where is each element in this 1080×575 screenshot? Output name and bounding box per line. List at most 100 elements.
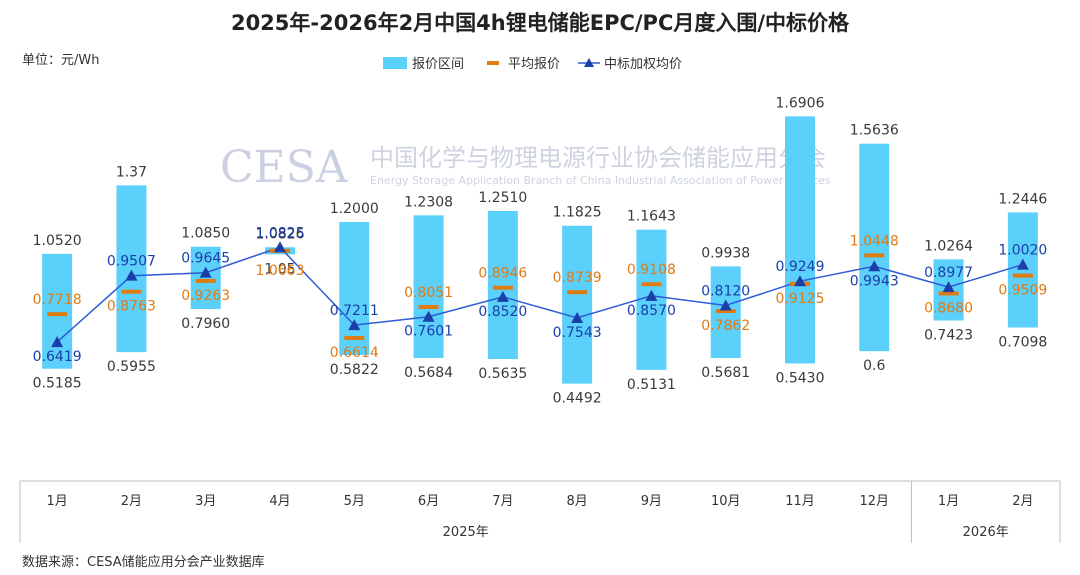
high-label-9: 1.1643	[627, 209, 676, 225]
x-tick-9: 9月	[641, 494, 662, 509]
weighted-point-6	[422, 310, 435, 322]
avg-marker-1	[47, 312, 68, 317]
weighted-point-11	[794, 275, 806, 287]
range-bar-1	[42, 253, 73, 369]
x-tick-10: 10月	[711, 494, 741, 509]
x-tick-6: 6月	[418, 494, 439, 509]
weighted-point-5	[348, 319, 361, 331]
high-label-8: 1.1825	[553, 205, 602, 221]
avg-label-6: 0.8051	[404, 285, 453, 301]
weighted-label-14: 1.0020	[998, 243, 1047, 259]
weighted-label-5: 0.7211	[330, 303, 379, 319]
range-bar-2	[116, 185, 147, 353]
legend-label-range: 报价区间	[412, 57, 464, 72]
low-label-8: 0.4492	[553, 391, 602, 407]
legend-label-avg: 平均报价	[508, 57, 560, 72]
watermark-name-en: Energy Storage Application Branch of Chi…	[370, 174, 831, 187]
weighted-point-4	[274, 241, 286, 253]
weighted-point-13	[942, 281, 955, 293]
avg-label-1: 0.7718	[33, 292, 82, 308]
high-label-4: 1.0826	[256, 226, 305, 242]
weighted-label-8: 0.7543	[553, 325, 602, 341]
weighted-label-7: 0.8520	[478, 304, 527, 320]
weighted-point-10	[719, 299, 732, 311]
weighted-point-12	[868, 260, 881, 272]
avg-label-13: 0.8680	[924, 300, 973, 316]
low-label-14: 0.7098	[998, 335, 1047, 351]
legend-marker-weighted	[584, 58, 594, 67]
weighted-label-6: 0.7601	[404, 324, 453, 340]
weighted-label-12: 0.9943	[850, 273, 899, 289]
range-bar-14	[1007, 212, 1038, 328]
weighted-label-4: 1.0825	[256, 225, 305, 241]
weighted-label-2: 0.9507	[107, 254, 156, 270]
high-label-10: 0.9938	[701, 245, 750, 261]
high-label-2: 1.37	[116, 164, 147, 180]
high-label-7: 1.2510	[478, 190, 527, 206]
avg-marker-2	[121, 289, 142, 294]
legend: 报价区间 平均报价 中标加权均价	[383, 56, 682, 72]
weighted-point-1	[51, 336, 64, 348]
range-bar-3	[190, 246, 221, 309]
weighted-label-1: 0.6419	[33, 349, 82, 365]
low-label-2: 0.5955	[107, 359, 156, 375]
avg-label-2: 0.8763	[107, 299, 156, 315]
unit-label: 单位：元/Wh	[22, 53, 99, 68]
x-tick-12: 12月	[860, 494, 890, 509]
high-label-14: 1.2446	[998, 191, 1047, 207]
low-label-11: 0.5430	[776, 370, 825, 386]
x-tick-13: 1月	[938, 494, 959, 509]
weighted-avg-line	[56, 246, 1024, 343]
range-bar-12	[859, 143, 890, 352]
avg-marker-13	[938, 291, 959, 296]
weighted-point-3	[199, 266, 212, 278]
range-bar-6	[413, 215, 444, 358]
x-tick-11: 11月	[785, 494, 815, 509]
avg-label-3: 0.9263	[181, 288, 230, 304]
legend-swatch-range	[383, 57, 407, 69]
avg-marker-8	[567, 290, 588, 295]
range-bar-8	[562, 225, 593, 384]
avg-label-7: 0.8946	[478, 266, 527, 282]
chart-title: 2025年-2026年2月中国4h锂电储能EPC/PC月度入围/中标价格	[231, 11, 850, 35]
x-axis-table: 2025年 2026年 1月 2月 3月 4月 5月 6月 7月 8月 9月 10月 11月 12月 1月 2…	[19, 480, 1061, 543]
avg-marker-10	[715, 309, 736, 314]
x-tick-4: 4月	[269, 494, 290, 509]
high-label-6: 1.2308	[404, 194, 453, 210]
weighted-label-3: 0.9645	[181, 251, 230, 267]
weighted-label-10: 0.8120	[701, 284, 750, 300]
avg-marker-12	[864, 253, 885, 258]
avg-label-5: 0.6614	[330, 345, 379, 361]
low-label-12: 0.6	[863, 358, 885, 374]
low-label-5: 0.5822	[330, 362, 379, 378]
x-tick-14: 2月	[1012, 494, 1033, 509]
watermark-name-cn: 中国化学与物理电源行业协会储能应用分会	[370, 144, 826, 172]
weighted-label-11: 0.9249	[776, 259, 825, 275]
low-label-3: 0.7960	[181, 316, 230, 332]
high-label-12: 1.5636	[850, 123, 899, 139]
range-bar-5	[339, 221, 370, 356]
low-label-1: 0.5185	[33, 376, 82, 392]
high-label-5: 1.2000	[330, 201, 379, 217]
x-tick-7: 7月	[492, 494, 513, 509]
avg-marker-7	[492, 285, 513, 290]
x-tick-5: 5月	[344, 494, 365, 509]
x-tick-2: 2月	[121, 494, 142, 509]
avg-label-9: 0.9108	[627, 262, 676, 278]
avg-marker-9	[641, 282, 662, 287]
avg-marker-6	[418, 305, 439, 310]
low-label-10: 0.5681	[701, 365, 750, 381]
low-label-6: 0.5684	[404, 365, 453, 381]
avg-marker-5	[344, 335, 365, 340]
plot-area: 1.0520 0.5185 0.7718 0.6419 1.37 0.5955 0.8763…	[33, 95, 1048, 406]
watermark: CESA 中国化学与物理电源行业协会储能应用分会 Energy Storage …	[220, 142, 831, 193]
weighted-label-9: 0.8570	[627, 303, 676, 319]
high-label-13: 1.0264	[924, 238, 973, 254]
low-label-9: 0.5131	[627, 377, 676, 393]
weighted-point-9	[645, 289, 658, 301]
x-tick-1: 1月	[47, 494, 68, 509]
avg-label-12: 1.0448	[850, 233, 899, 249]
range-bar-11	[785, 116, 815, 364]
avg-label-11: 0.9125	[776, 291, 825, 307]
